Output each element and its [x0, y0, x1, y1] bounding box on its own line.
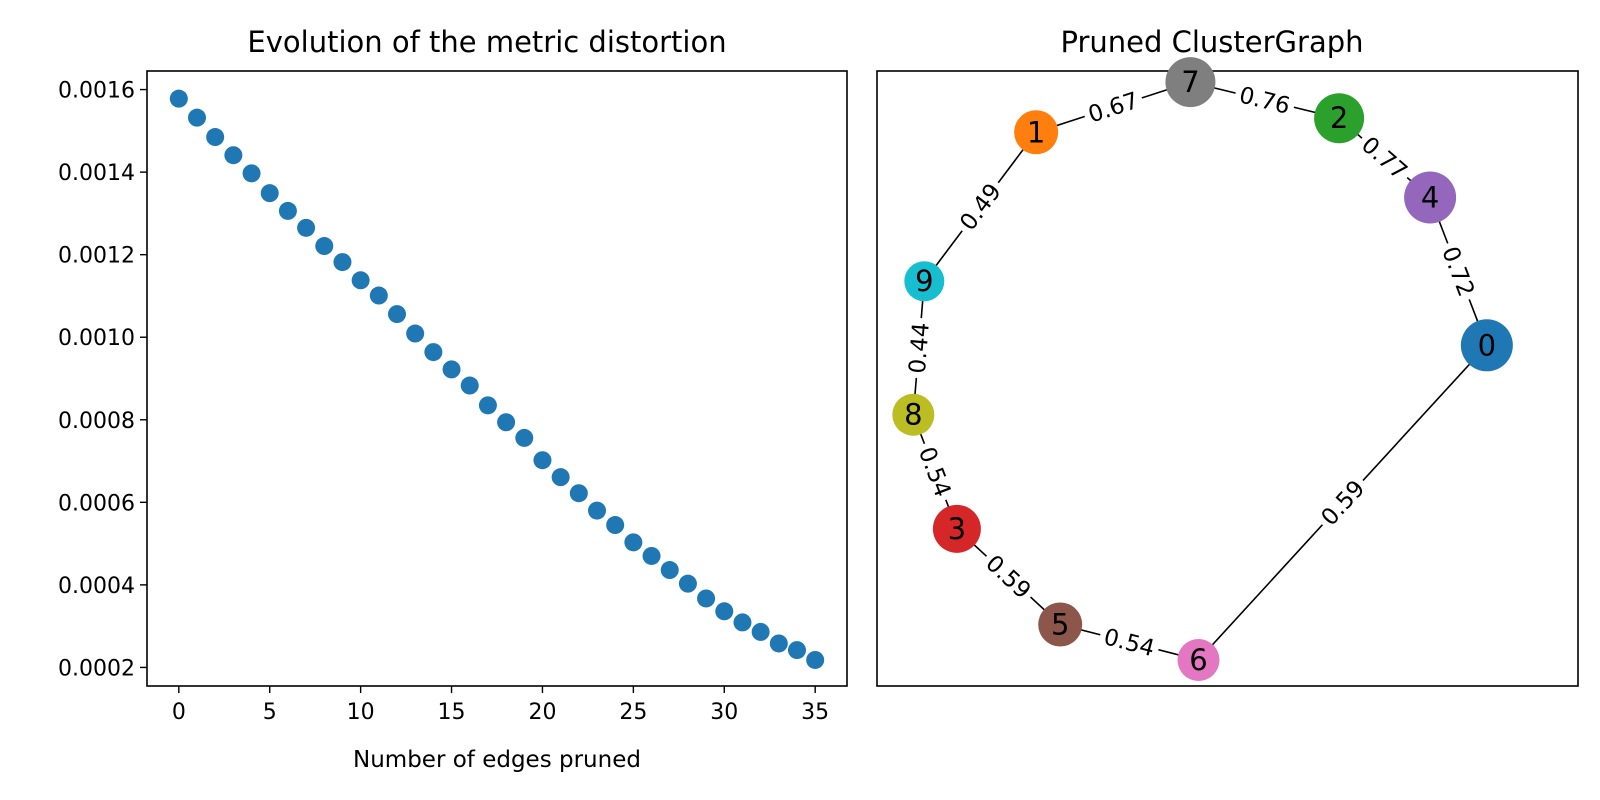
graph-node [1038, 602, 1083, 647]
scatter-point [515, 428, 534, 447]
scatter-point [678, 574, 697, 593]
graph-node [1314, 93, 1365, 144]
scatter-point [442, 360, 461, 379]
scatter-point [315, 237, 334, 256]
scatter-points [169, 89, 825, 669]
graph-nodes: 0 1 2 3 4 5 6 7 8 9 [892, 57, 1513, 681]
scatter-point [624, 533, 643, 552]
node-label: 7 [1181, 65, 1199, 99]
scatter-panel: Evolution of the metric distortion 0 5 10 1… [58, 25, 848, 773]
edge-label-group: 0.44 [901, 316, 937, 380]
y-tick-label: 0.0004 [58, 574, 135, 599]
scatter-ticks: 0 5 10 15 20 25 30 35 0.0002 0.0004 0.0006 0.0008 0.… [58, 79, 829, 725]
y-tick-label: 0.0006 [58, 491, 135, 516]
x-tick-label: 10 [347, 700, 375, 725]
node-label: 8 [904, 398, 922, 432]
scatter-point [642, 546, 661, 565]
scatter-title: Evolution of the metric distortion [247, 25, 726, 59]
scatter-point [297, 218, 316, 237]
graph-node [904, 261, 945, 302]
scatter-point [551, 468, 570, 487]
graph-node [892, 393, 935, 436]
graph-node [1165, 57, 1216, 108]
graph-axes-frame [876, 70, 1579, 687]
edge-label-background [1311, 470, 1375, 535]
x-tick-label: 15 [438, 700, 466, 725]
scatter-point [169, 89, 188, 108]
edge-label-background [1352, 126, 1418, 189]
scatter-point [788, 641, 806, 660]
x-tick-label: 20 [528, 700, 556, 725]
graph-title: Pruned ClusterGraph [1060, 25, 1363, 59]
scatter-point [478, 396, 497, 415]
edge-label-background [950, 173, 1011, 240]
y-tick-label: 0.0014 [58, 161, 135, 186]
x-tick-label: 25 [619, 700, 647, 725]
edge-label-background [1080, 83, 1147, 131]
edge-label-background [1232, 78, 1298, 122]
graph-node [1404, 171, 1457, 224]
scatter-axes-frame [146, 70, 848, 687]
x-tick-label: 30 [710, 700, 738, 725]
scatter-point [806, 650, 825, 669]
scatter-point [206, 128, 225, 147]
node-label: 6 [1189, 643, 1207, 677]
node-label: 3 [948, 512, 966, 546]
scatter-point [369, 286, 388, 305]
graph-node [932, 504, 981, 553]
scatter-point [715, 602, 734, 621]
node-label: 2 [1330, 101, 1348, 135]
x-tick-label: 35 [801, 700, 829, 725]
scatter-point [224, 146, 243, 165]
scatter-point [769, 634, 788, 653]
scatter-point [242, 164, 261, 183]
node-label: 1 [1027, 115, 1045, 149]
scatter-point [751, 622, 770, 641]
edge-label-background [910, 438, 960, 506]
edge-weight-label: 0.44 [905, 321, 935, 374]
scatter-point [497, 413, 516, 432]
y-tick-label: 0.0016 [58, 79, 135, 104]
edge-label-background [1433, 238, 1484, 305]
y-tick-label: 0.0002 [58, 656, 135, 681]
y-tick-label: 0.0012 [58, 244, 135, 269]
y-tick-label: 0.0010 [58, 326, 135, 351]
graph-node [1014, 110, 1059, 155]
scatter-point [351, 271, 370, 290]
node-label: 9 [915, 264, 933, 298]
scatter-point [533, 451, 552, 470]
scatter-point [606, 516, 625, 535]
scatter-point [569, 484, 588, 503]
node-label: 4 [1421, 180, 1439, 214]
x-tick-label: 5 [263, 700, 277, 725]
scatter-point [660, 561, 679, 580]
scatter-point [278, 201, 297, 220]
scatter-point [260, 184, 279, 203]
scatter-point [733, 613, 752, 632]
scatter-point [588, 501, 606, 520]
scatter-point [188, 108, 206, 127]
graph-node [1177, 638, 1220, 681]
edge-label-background [1096, 620, 1163, 665]
scatter-x-label: Number of edges pruned [353, 747, 641, 773]
node-label: 0 [1478, 328, 1496, 362]
edge-label-background [976, 545, 1041, 609]
x-tick-label: 0 [172, 700, 186, 725]
scatter-point [697, 589, 716, 608]
scatter-point [333, 253, 352, 272]
scatter-point [460, 376, 479, 395]
scatter-point [406, 324, 425, 343]
node-label: 5 [1051, 607, 1069, 641]
scatter-point [424, 343, 443, 362]
graph-node [1460, 319, 1513, 372]
scatter-point [388, 305, 406, 324]
edge-label-background [901, 316, 937, 380]
y-tick-label: 0.0008 [58, 409, 135, 434]
